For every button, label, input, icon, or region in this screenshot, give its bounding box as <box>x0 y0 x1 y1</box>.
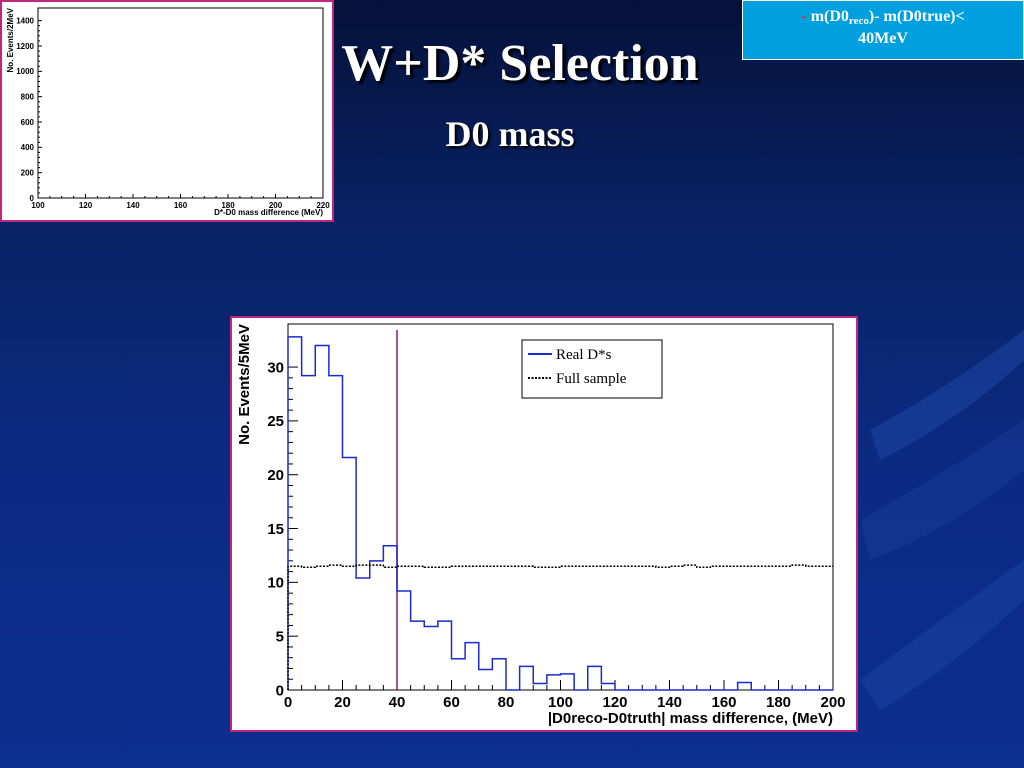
series-full-sample <box>287 564 833 690</box>
cut-subscript: reco <box>848 15 869 27</box>
y-tick-label: 20 <box>267 467 284 484</box>
y-tick-label: 1400 <box>16 16 34 25</box>
x-tick-label: 160 <box>711 694 736 711</box>
y-tick-label: 30 <box>267 359 284 376</box>
main-histogram-panel: 0 20 40 60 80 100 120 140 160 180 200 0 5 10 15 20 25 30 |… <box>230 316 858 732</box>
y-tick-label: 15 <box>267 521 284 538</box>
small-histogram-panel: 100 120 140 160 180 200 220 0 200 400 600 800 1000 12… <box>0 0 334 222</box>
x-tick-label: 160 <box>174 201 188 210</box>
y-axis-title: No. Events/2MeV <box>6 7 15 72</box>
cut-dash: - <box>801 8 807 25</box>
x-axis-title: D*-D0 mass difference (MeV) <box>214 208 323 217</box>
x-tick-label: 200 <box>820 694 845 711</box>
y-tick-label: 10 <box>267 575 284 592</box>
x-tick-label: 180 <box>221 201 235 210</box>
y-tick-label: 25 <box>267 413 284 430</box>
small-histogram-chart: 100 120 140 160 180 200 220 0 200 400 600 800 1000 12… <box>2 2 330 217</box>
y-tick-label: 1200 <box>16 42 34 51</box>
x-tick-label: 140 <box>657 694 682 711</box>
x-tick-label: 100 <box>31 201 45 210</box>
x-tick-label: 20 <box>334 694 351 711</box>
x-tick-label: 200 <box>269 201 283 210</box>
slide-subtitle: D0 mass <box>445 114 575 154</box>
x-tick-label: 120 <box>602 694 627 711</box>
main-histogram-chart: 0 20 40 60 80 100 120 140 160 180 200 0 5 10 15 20 25 30 |… <box>236 323 846 727</box>
plot-area <box>37 7 324 199</box>
x-tick-label: 120 <box>79 201 93 210</box>
series-real-d-s <box>287 336 833 691</box>
x-tick-label: 0 <box>284 694 292 711</box>
y-tick-label: 800 <box>21 92 35 101</box>
cut-line2: 40MeV <box>858 30 908 47</box>
y-tick-label: 400 <box>21 143 35 152</box>
x-tick-label: 220 <box>316 201 330 210</box>
y-tick-label: 0 <box>276 682 284 699</box>
x-tick-label: 100 <box>548 694 573 711</box>
x-tick-label: 60 <box>443 694 460 711</box>
cut-prefix: m(D0 <box>806 8 849 25</box>
legend-label: Real D*s <box>556 347 612 363</box>
x-tick-label: 180 <box>766 694 791 711</box>
slide-title: W+D* Selection <box>341 35 699 92</box>
x-tick-label: 140 <box>126 201 140 210</box>
cut-suffix: )- m(D0true)< <box>868 8 965 25</box>
cut-annotation-box: - m(D0reco)- m(D0true)< 40MeV <box>742 0 1024 60</box>
y-tick-label: 200 <box>21 168 35 177</box>
x-tick-label: 80 <box>498 694 515 711</box>
y-tick-label: 0 <box>30 194 35 203</box>
y-axis-title: No. Events/5MeV <box>236 324 253 445</box>
legend-box <box>521 339 663 399</box>
y-tick-label: 600 <box>21 118 35 127</box>
x-axis-title: |D0reco-D0truth| mass difference, (MeV) <box>548 710 833 727</box>
legend-label: Full sample <box>556 371 627 387</box>
y-tick-label: 1000 <box>16 67 34 76</box>
x-tick-label: 40 <box>389 694 406 711</box>
y-tick-label: 5 <box>276 628 284 645</box>
